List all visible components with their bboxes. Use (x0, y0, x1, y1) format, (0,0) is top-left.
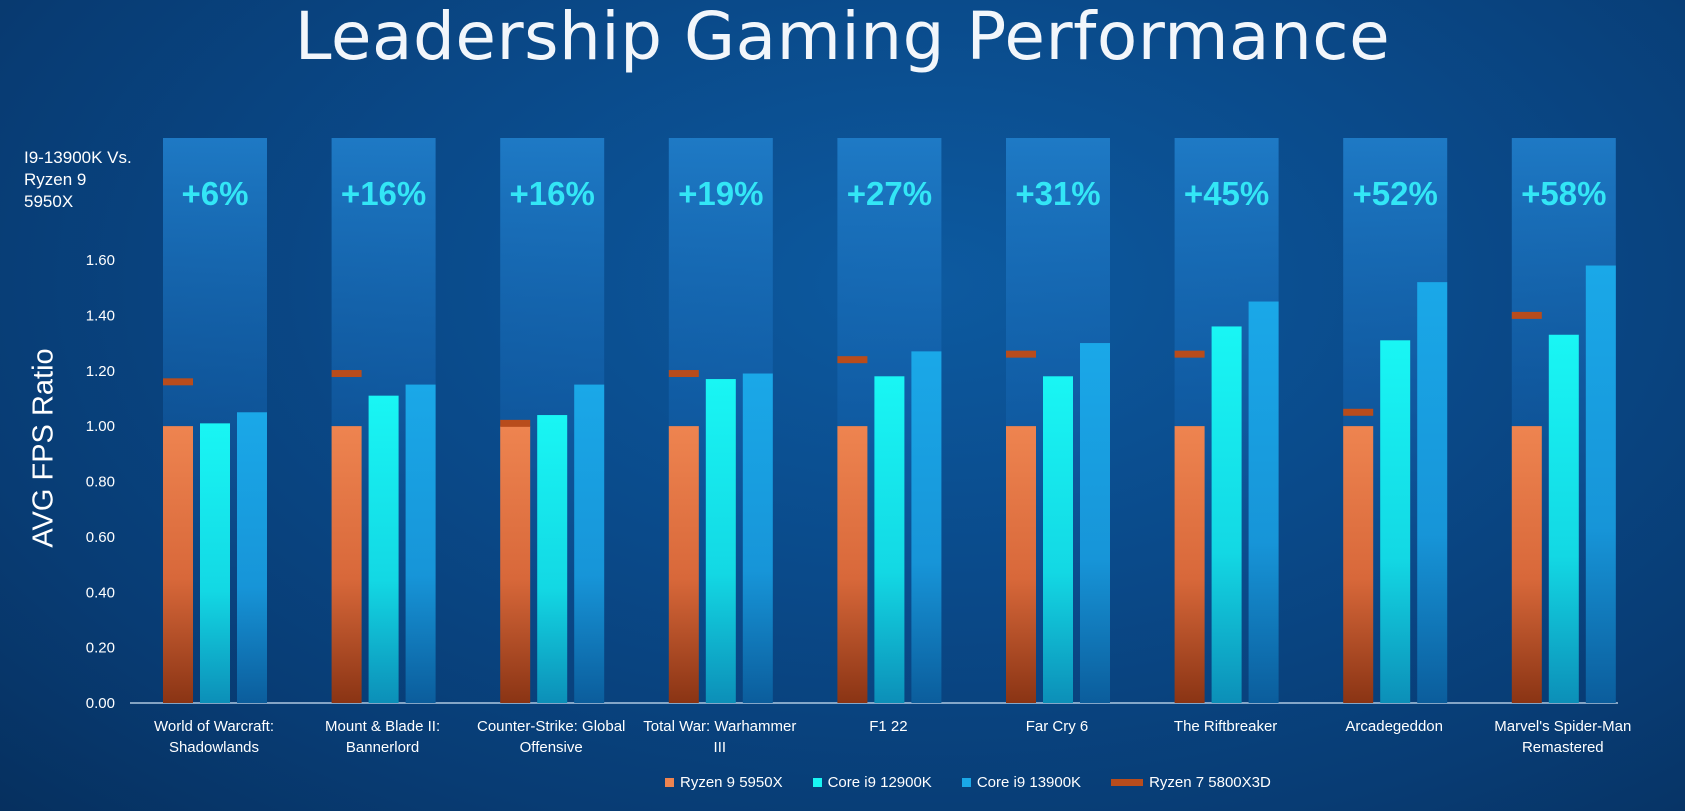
legend-item-core-12900k: Core i9 12900K (812, 773, 932, 791)
bar-ryzen-5950x (163, 426, 193, 703)
category-label: Shadowlands (169, 739, 259, 756)
bar-ryzen-5950x (1343, 426, 1374, 703)
y-tick-label: 1.00 (86, 418, 115, 435)
bar-core-13900k (1248, 301, 1279, 703)
legend-swatch-ryzen-5800x3d (1111, 778, 1144, 786)
y-tick-label: 0.20 (86, 640, 115, 657)
percent-gain-label: +45% (1184, 175, 1269, 212)
y-tick-label: 0.40 (86, 584, 115, 601)
category-label: World of Warcraft: (154, 718, 274, 735)
bar-ryzen-5950x (837, 426, 868, 703)
category-label: Marvel's Spider-Man (1494, 718, 1631, 735)
percent-gain-label: +52% (1353, 175, 1438, 212)
bar-core-13900k (911, 351, 942, 703)
bar-core-12900k (705, 379, 736, 703)
bar-core-13900k (405, 384, 436, 703)
legend-swatch-ryzen-5950x (665, 777, 674, 787)
percent-gain-label: +58% (1521, 175, 1606, 212)
bar-core-13900k (1080, 343, 1110, 703)
legend-label-ryzen-5800x3d: Ryzen 7 5800X3D (1149, 773, 1271, 791)
percent-gain-label: +6% (182, 175, 249, 212)
legend-swatch-core-12900k (812, 777, 822, 787)
marker-ryzen-5800x3d (837, 356, 868, 364)
category-label: Counter-Strike: Global (477, 718, 625, 735)
bar-core-12900k (1380, 340, 1411, 703)
y-tick-label: 0.60 (86, 529, 115, 546)
y-tick-label: 0.00 (86, 695, 115, 712)
bar-core-13900k (742, 373, 773, 703)
bar-ryzen-5950x (1174, 426, 1205, 703)
bar-ryzen-5950x (1511, 426, 1542, 703)
bar-core-12900k (200, 423, 230, 703)
category-label: Arcadegeddon (1345, 718, 1443, 735)
category-label: Far Cry 6 (1026, 718, 1089, 735)
bar-ryzen-5950x (331, 426, 362, 703)
bar-core-12900k (874, 376, 905, 703)
bar-core-12900k (368, 395, 399, 703)
category-label: Offensive (520, 739, 583, 756)
bar-core-13900k (1417, 282, 1448, 703)
bar-ryzen-5950x (500, 426, 531, 703)
bar-core-12900k (537, 415, 568, 703)
legend-label-ryzen-5950x: Ryzen 9 5950X (680, 773, 783, 791)
category-label: The Riftbreaker (1174, 718, 1277, 735)
marker-ryzen-5800x3d (500, 419, 531, 427)
marker-ryzen-5800x3d (1343, 408, 1374, 416)
y-tick-label: 0.80 (86, 474, 115, 491)
marker-ryzen-5800x3d (668, 370, 699, 378)
legend-item-ryzen-5800x3d: Ryzen 7 5800X3D (1111, 774, 1271, 791)
legend-item-ryzen-5950x: Ryzen 9 5950X (665, 774, 783, 791)
y-tick-label: 1.20 (86, 363, 115, 380)
bar-ryzen-5950x (1006, 426, 1036, 703)
category-label: Bannerlord (346, 739, 419, 756)
legend-label-core-13900k: Core i9 13900K (976, 773, 1082, 791)
bar-core-12900k (1548, 334, 1579, 703)
marker-ryzen-5800x3d (1006, 350, 1036, 358)
legend-swatch-core-13900k (961, 777, 971, 787)
category-label: III (714, 739, 727, 756)
percent-gain-label: +19% (678, 175, 763, 212)
bar-ryzen-5950x (668, 426, 699, 703)
marker-ryzen-5800x3d (1511, 311, 1542, 319)
chart-legend: Ryzen 9 5950X Core i9 12900K Core i9 139… (665, 772, 1271, 792)
category-label: Total War: Warhammer (643, 718, 796, 735)
legend-label-core-12900k: Core i9 12900K (827, 773, 932, 791)
percent-gain-label: +27% (847, 175, 932, 212)
percent-gain-label: +16% (341, 175, 426, 212)
y-tick-label: 1.40 (86, 307, 115, 324)
comparison-label: I9-13900K Vs. Ryzen 9 5950X (24, 148, 132, 211)
marker-ryzen-5800x3d (1174, 350, 1205, 358)
category-label: Mount & Blade II: (325, 718, 440, 735)
slide-title: Leadership Gaming Performance (294, 0, 1391, 75)
percent-gain-label: +16% (510, 175, 595, 212)
marker-ryzen-5800x3d (331, 370, 362, 378)
percent-gain-label: +31% (1015, 175, 1100, 212)
marker-ryzen-5800x3d (163, 378, 193, 386)
bar-core-13900k (1585, 265, 1616, 703)
category-label: F1 22 (869, 718, 907, 735)
bar-core-12900k (1043, 376, 1073, 703)
bar-core-13900k (237, 412, 267, 703)
legend-item-core-13900k: Core i9 13900K (961, 773, 1082, 791)
y-tick-label: 1.60 (86, 252, 115, 269)
bar-core-13900k (574, 384, 605, 703)
bar-core-12900k (1211, 326, 1242, 703)
category-label: Remastered (1522, 739, 1604, 756)
